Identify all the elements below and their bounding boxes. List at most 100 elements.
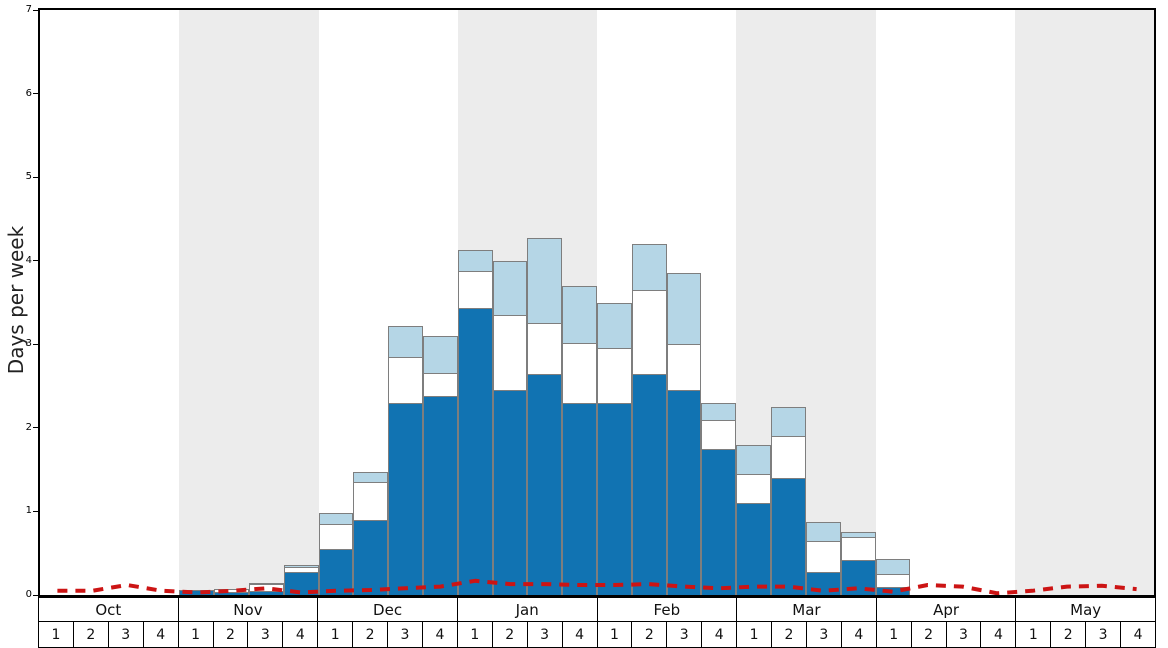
week-number-cell: 3 xyxy=(388,622,423,647)
y-tick-label-1: 1 xyxy=(25,505,32,517)
bar-segment-light-blue xyxy=(805,522,841,541)
bar-segment-white xyxy=(422,372,458,397)
week-number-cell: 2 xyxy=(74,622,109,647)
y-tick-mark-3 xyxy=(33,343,38,345)
bar-segment-dark-blue xyxy=(840,559,876,595)
bar-segment-white xyxy=(388,356,423,403)
bar-segment-dark-blue xyxy=(805,571,841,595)
month-label-apr: Apr xyxy=(877,598,1017,621)
bar-segment-dark-blue xyxy=(562,402,597,595)
week-number-cell: 2 xyxy=(912,622,947,647)
week-number-cell: 3 xyxy=(667,622,703,647)
week-number-cell: 4 xyxy=(423,622,458,647)
bar-segment-dark-blue xyxy=(422,396,458,595)
y-tick-mark-0 xyxy=(33,594,38,596)
bar-segment-dark-blue xyxy=(771,478,806,595)
bar-segment-dark-blue xyxy=(527,373,563,595)
bar-segment-white xyxy=(248,584,284,591)
bar-segment-dark-blue xyxy=(388,402,423,595)
bar-segment-dark-blue xyxy=(179,590,215,595)
bar-week-12 xyxy=(422,10,458,595)
bar-segment-light-blue xyxy=(666,273,702,345)
bar-week-2 xyxy=(75,10,110,595)
bar-segment-dark-blue xyxy=(701,448,737,595)
y-tick-label-3: 3 xyxy=(25,338,32,350)
bar-segment-white xyxy=(736,473,772,504)
bar-week-17 xyxy=(597,10,632,595)
week-number-cell: 4 xyxy=(144,622,179,647)
bar-week-19 xyxy=(666,10,702,595)
week-number-cell: 2 xyxy=(353,622,389,647)
bar-segment-white xyxy=(318,523,354,550)
bar-segment-light-blue xyxy=(631,244,667,290)
bar-segment-white xyxy=(353,482,389,520)
bar-segment-white xyxy=(875,574,911,587)
bar-week-21 xyxy=(736,10,772,595)
bar-segment-white xyxy=(562,342,597,403)
bar-segment-dark-blue xyxy=(353,519,389,595)
bar-week-7 xyxy=(248,10,284,595)
bar-segment-light-blue xyxy=(840,531,876,537)
month-label-may: May xyxy=(1070,600,1102,619)
month-label-nov: Nov xyxy=(179,598,319,621)
bar-segment-dark-blue xyxy=(597,402,632,595)
bar-segment-white xyxy=(597,348,632,403)
bar-week-5 xyxy=(179,10,215,595)
bar-segment-light-blue xyxy=(422,335,458,373)
bar-week-14 xyxy=(492,10,528,595)
week-number-cell: 1 xyxy=(39,622,74,647)
bar-segment-white xyxy=(701,419,737,449)
week-number-cell: 3 xyxy=(1086,622,1122,647)
month-label-feb: Feb xyxy=(598,598,738,621)
week-number-cell: 2 xyxy=(214,622,249,647)
month-label-dec: Dec xyxy=(318,598,458,621)
y-tick-mark-4 xyxy=(33,260,38,262)
bar-week-30 xyxy=(1050,10,1085,595)
bar-week-13 xyxy=(457,10,493,595)
week-number-cell: 1 xyxy=(1016,622,1052,647)
bar-segment-light-blue xyxy=(771,406,806,437)
bar-segment-light-blue xyxy=(457,249,493,271)
week-number-cell: 3 xyxy=(248,622,284,647)
bar-segment-light-blue xyxy=(318,513,354,524)
plot-area xyxy=(38,8,1156,597)
bar-week-23 xyxy=(805,10,841,595)
bar-week-11 xyxy=(388,10,423,595)
bar-segment-white xyxy=(527,323,563,374)
bar-week-28 xyxy=(980,10,1015,595)
bar-segment-white xyxy=(805,540,841,572)
bar-segment-dark-blue xyxy=(457,308,493,595)
y-tick-label-7: 7 xyxy=(25,4,32,15)
bar-segment-white xyxy=(492,315,528,391)
bar-segment-white xyxy=(771,436,806,478)
bar-week-1 xyxy=(40,10,75,595)
week-number-cell: 1 xyxy=(598,622,633,647)
week-number-cell: 1 xyxy=(179,622,214,647)
week-number-cell: 4 xyxy=(702,622,738,647)
bar-segment-light-blue xyxy=(527,238,563,324)
bar-segment-white xyxy=(631,289,667,374)
bar-segment-light-blue xyxy=(701,402,737,420)
week-number-cell: 2 xyxy=(493,622,528,647)
y-tick-mark-2 xyxy=(33,427,38,429)
bar-week-22 xyxy=(771,10,806,595)
bar-segment-dark-blue xyxy=(318,549,354,595)
bar-segment-dark-blue xyxy=(214,591,249,595)
bar-segment-light-blue xyxy=(736,444,772,474)
week-number-cell: 1 xyxy=(458,622,493,647)
y-tick-label-0: 0 xyxy=(25,589,32,600)
bar-week-4 xyxy=(144,10,179,595)
bar-segment-dark-blue xyxy=(283,571,319,595)
bar-segment-light-blue xyxy=(597,302,632,349)
y-tick-label-6: 6 xyxy=(25,87,32,99)
week-number-cell: 3 xyxy=(109,622,144,647)
bar-week-15 xyxy=(527,10,563,595)
bar-segment-dark-blue xyxy=(492,390,528,595)
week-number-cell: 2 xyxy=(632,622,668,647)
week-number-cell: 4 xyxy=(563,622,598,647)
y-tick-mark-7 xyxy=(33,9,38,11)
bar-segment-light-blue xyxy=(562,285,597,343)
month-label-jan: Jan xyxy=(458,598,598,621)
